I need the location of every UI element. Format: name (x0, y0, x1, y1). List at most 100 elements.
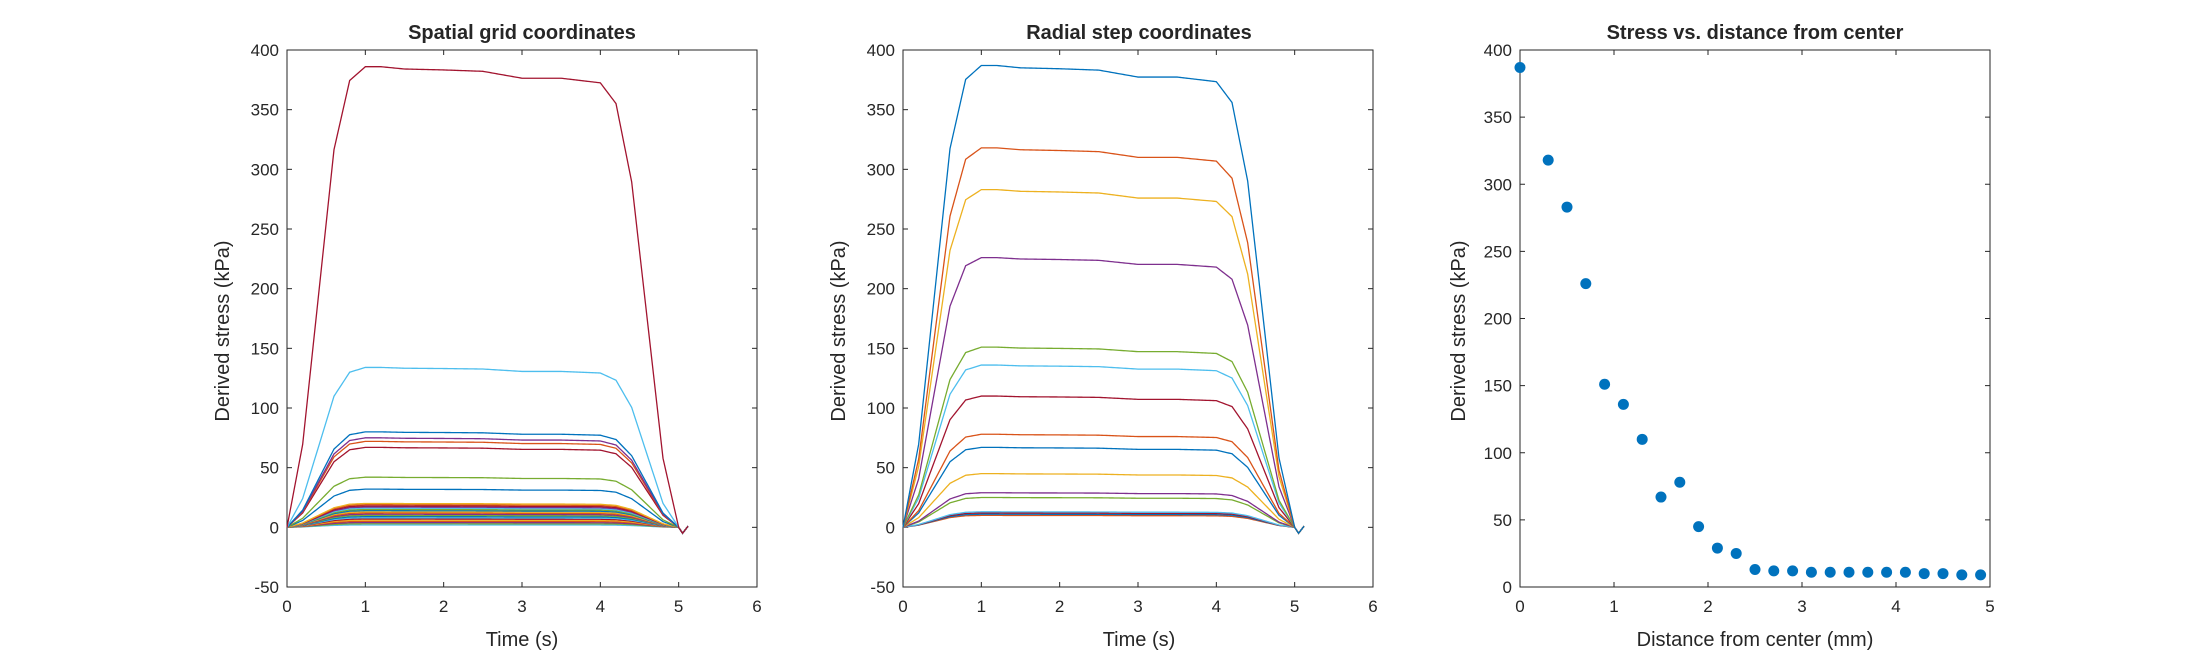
series-line (286, 519, 689, 535)
data-point (1636, 433, 1648, 445)
data-point (1617, 398, 1629, 410)
series-line (902, 395, 1305, 535)
x-tick-label: 4 (1891, 597, 1900, 616)
x-tick-label: 2 (1055, 597, 1064, 616)
x-tick-label: 1 (977, 597, 986, 616)
x-tick-label: 2 (1703, 597, 1712, 616)
x-tick-label: 0 (282, 597, 291, 616)
x-tick-label: 3 (517, 597, 526, 616)
x-tick-label: 1 (361, 597, 370, 616)
series-line (902, 446, 1305, 535)
series-line (286, 513, 689, 535)
x-tick-label: 0 (1515, 597, 1524, 616)
series-line (286, 517, 689, 535)
y-tick-label: 400 (251, 41, 279, 60)
data-point (1599, 378, 1611, 390)
series-line (286, 520, 689, 535)
x-tick-label: 5 (1290, 597, 1299, 616)
y-tick-label: 0 (270, 518, 279, 537)
y-tick-label: 50 (260, 459, 279, 478)
data-point (1843, 566, 1855, 578)
panel-2-title: Radial step coordinates (1026, 22, 1252, 44)
series-line (902, 256, 1305, 535)
data-point (1655, 491, 1667, 503)
series-line (902, 433, 1305, 535)
panel-spatial-grid: Spatial grid coordinates Time (s) Derive… (212, 22, 762, 651)
panel-1-ylabel: Derived stress (kPa) (212, 240, 234, 421)
data-point (1787, 565, 1799, 577)
series-line (286, 512, 689, 535)
y-tick-label: 50 (876, 459, 895, 478)
series-line (902, 492, 1305, 535)
x-tick-label: 0 (898, 597, 907, 616)
series-line (286, 446, 689, 535)
data-point (1937, 568, 1949, 580)
data-point (1805, 566, 1817, 578)
y-tick-label: 100 (867, 399, 895, 418)
y-tick-label: 200 (251, 280, 279, 299)
y-tick-label: 250 (867, 220, 895, 239)
series-line (286, 507, 689, 535)
y-tick-label: 400 (867, 41, 895, 60)
data-point (1561, 201, 1573, 213)
series-line (286, 515, 689, 535)
x-tick-label: 4 (1212, 597, 1221, 616)
data-point (1711, 542, 1723, 554)
x-tick-label: 5 (1985, 597, 1994, 616)
series-line (902, 511, 1305, 535)
data-point (1824, 566, 1836, 578)
y-tick-label: 150 (1484, 377, 1512, 396)
series-line (286, 514, 689, 535)
series-line (902, 512, 1305, 535)
y-tick-label: 100 (1484, 444, 1512, 463)
x-tick-label: 3 (1133, 597, 1142, 616)
series-line (286, 508, 689, 535)
panel-stress-vs-distance: Stress vs. distance from center Distance… (1448, 22, 1995, 651)
y-tick-label: 0 (1503, 578, 1512, 597)
data-point (1899, 566, 1911, 578)
data-point (1918, 568, 1930, 580)
series-line (902, 496, 1305, 535)
data-point (1768, 565, 1780, 577)
y-tick-label: 300 (1484, 175, 1512, 194)
series-line (286, 431, 689, 535)
series-line (902, 472, 1305, 535)
y-tick-label: 350 (867, 101, 895, 120)
series-line (902, 514, 1305, 535)
panel-radial-step: Radial step coordinates Time (s) Derived… (828, 22, 1378, 651)
x-tick-label: 2 (439, 597, 448, 616)
y-tick-label: 150 (867, 339, 895, 358)
x-tick-label: 5 (674, 597, 683, 616)
series-line (286, 509, 689, 535)
series-line (286, 440, 689, 535)
data-point (1956, 569, 1968, 581)
y-tick-label: 300 (251, 160, 279, 179)
data-point (1580, 278, 1592, 290)
series-line (902, 188, 1305, 535)
data-point (1730, 547, 1742, 559)
y-tick-label: 50 (1493, 511, 1512, 530)
data-point (1749, 564, 1761, 576)
panel-3-title: Stress vs. distance from center (1607, 22, 1904, 44)
axes-box (1519, 49, 1991, 588)
series-line (902, 346, 1305, 535)
x-tick-label: 1 (1609, 597, 1618, 616)
y-tick-label: 200 (867, 280, 895, 299)
axes-box (286, 49, 758, 588)
data-point (1881, 566, 1893, 578)
series-line (902, 147, 1305, 535)
series-line (286, 506, 689, 535)
series-line (902, 364, 1305, 535)
panel-2-ylabel: Derived stress (kPa) (828, 240, 850, 421)
panel-1-title: Spatial grid coordinates (408, 22, 636, 44)
x-tick-label: 6 (1368, 597, 1377, 616)
panel-2-xlabel: Time (s) (1103, 629, 1176, 651)
y-tick-label: 200 (1484, 310, 1512, 329)
data-point (1862, 566, 1874, 578)
panel-3-ylabel: Derived stress (kPa) (1448, 240, 1470, 421)
y-tick-label: 350 (1484, 108, 1512, 127)
series-line (286, 502, 689, 535)
